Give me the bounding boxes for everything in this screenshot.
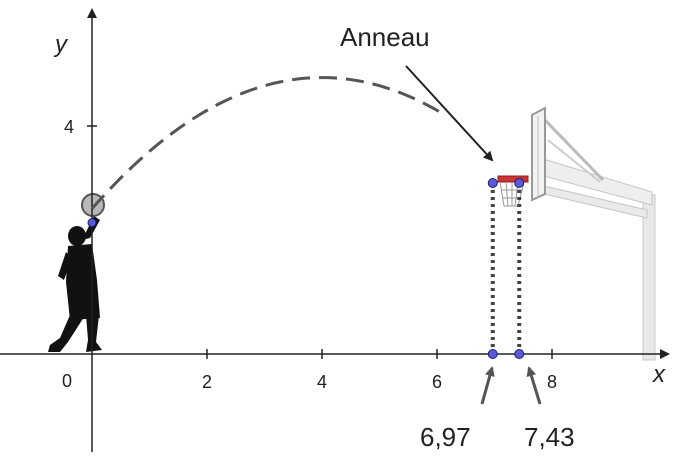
ring-label: Anneau (340, 22, 430, 52)
ring-left-value-label: 6,97 (420, 422, 471, 452)
basketball-hoop-icon (497, 106, 656, 361)
x-axis-label: x (652, 361, 666, 388)
ring-left-base-point (487, 349, 498, 359)
ring-right-point (514, 178, 525, 188)
ring-right-base-point (514, 349, 525, 359)
origin-label: 0 (62, 371, 72, 391)
y-ticks: 4 (64, 117, 97, 137)
ring-left-point (487, 178, 498, 188)
x-tick-label: 4 (317, 372, 327, 392)
basketball-player-icon (48, 216, 102, 352)
launch-point (87, 218, 97, 228)
left-value-arrow (480, 366, 495, 405)
x-tick-label: 2 (202, 372, 212, 392)
x-tick-label: 8 (547, 372, 557, 392)
ring-right-value-label: 7,43 (524, 422, 575, 452)
y-axis-label: y (53, 31, 69, 58)
right-value-arrow (526, 366, 542, 405)
ring-label-arrow (405, 65, 494, 162)
x-tick-label: 6 (432, 372, 442, 392)
ball-trajectory (90, 76, 447, 210)
y-tick-label: 4 (64, 117, 74, 137)
x-ticks: 2 4 6 8 (202, 349, 557, 392)
